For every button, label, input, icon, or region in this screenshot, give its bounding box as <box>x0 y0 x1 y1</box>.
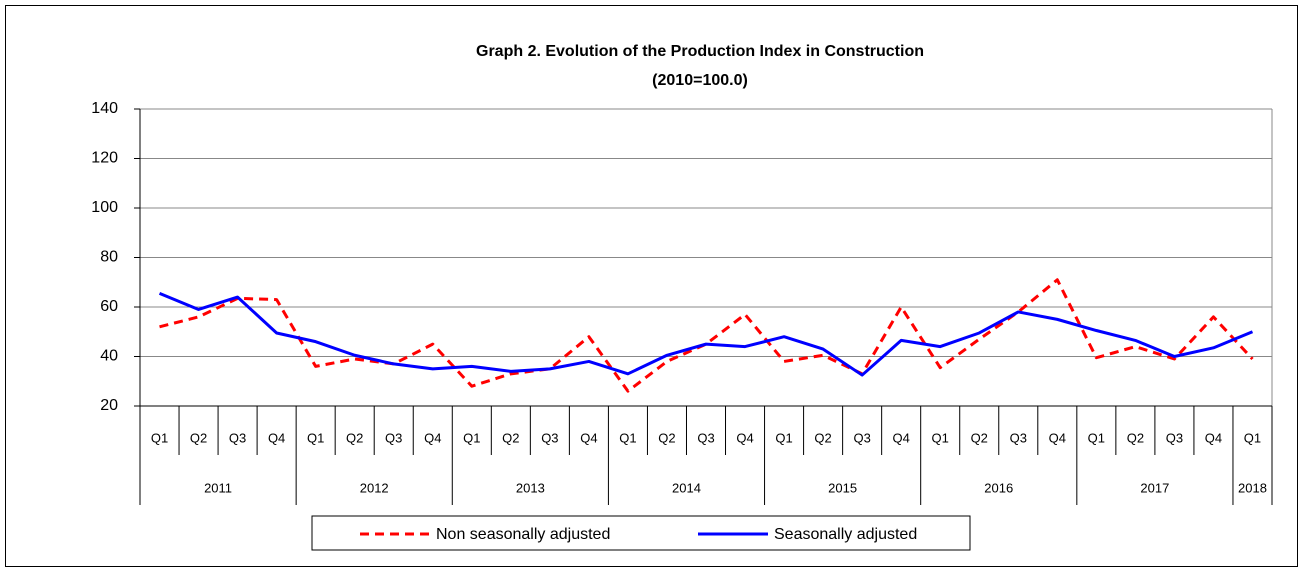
x-tick-label: Q4 <box>1205 430 1222 445</box>
x-tick-label: Q1 <box>1088 430 1105 445</box>
x-tick-label: Q1 <box>932 430 949 445</box>
x-tick-label: Q2 <box>190 430 207 445</box>
x-tick-label: Q3 <box>853 430 870 445</box>
x-tick-label: Q3 <box>385 430 402 445</box>
series-line <box>159 278 1254 393</box>
x-tick-label: Q4 <box>268 430 285 445</box>
x-group-label: 2014 <box>672 480 701 495</box>
series-line <box>158 292 1254 377</box>
chart-frame <box>5 5 1298 567</box>
x-tick-label: Q4 <box>580 430 597 445</box>
x-tick-label: Q2 <box>502 430 519 445</box>
y-tick-label: 60 <box>100 298 118 315</box>
x-tick-label: Q3 <box>229 430 246 445</box>
x-tick-label: Q3 <box>1010 430 1027 445</box>
chart-subtitle: (2010=100.0) <box>652 72 748 89</box>
x-tick-label: Q1 <box>307 430 324 445</box>
x-tick-label: Q2 <box>346 430 363 445</box>
x-tick-label: Q2 <box>971 430 988 445</box>
y-tick-label: 80 <box>100 249 118 266</box>
x-group-label: 2012 <box>360 480 389 495</box>
x-tick-label: Q2 <box>658 430 675 445</box>
y-tick-label: 20 <box>100 397 118 414</box>
legend-label: Non seasonally adjusted <box>436 526 610 543</box>
x-group-label: 2017 <box>1140 480 1169 495</box>
x-group-label: 2015 <box>828 480 857 495</box>
y-tick-label: 120 <box>91 150 118 167</box>
x-tick-label: Q2 <box>814 430 831 445</box>
chart-title: Graph 2. Evolution of the Production Ind… <box>476 43 924 60</box>
x-tick-label: Q4 <box>1049 430 1066 445</box>
x-group-label: 2016 <box>984 480 1013 495</box>
x-tick-label: Q4 <box>424 430 441 445</box>
y-tick-label: 40 <box>100 348 118 365</box>
x-group-label: 2011 <box>204 480 232 495</box>
x-tick-label: Q3 <box>1166 430 1183 445</box>
x-tick-label: Q3 <box>697 430 714 445</box>
x-tick-label: Q4 <box>893 430 910 445</box>
x-group-label: 2018 <box>1238 480 1267 495</box>
x-group-label: 2013 <box>516 480 545 495</box>
x-tick-label: Q2 <box>1127 430 1144 445</box>
legend-label: Seasonally adjusted <box>774 526 917 543</box>
x-tick-label: Q1 <box>463 430 480 445</box>
y-tick-label: 140 <box>91 100 118 117</box>
x-tick-label: Q1 <box>775 430 792 445</box>
x-tick-label: Q4 <box>736 430 753 445</box>
x-tick-label: Q1 <box>151 430 168 445</box>
x-tick-label: Q3 <box>541 430 558 445</box>
x-tick-label: Q1 <box>619 430 636 445</box>
x-tick-label: Q1 <box>1244 430 1261 445</box>
y-tick-label: 100 <box>91 199 118 216</box>
